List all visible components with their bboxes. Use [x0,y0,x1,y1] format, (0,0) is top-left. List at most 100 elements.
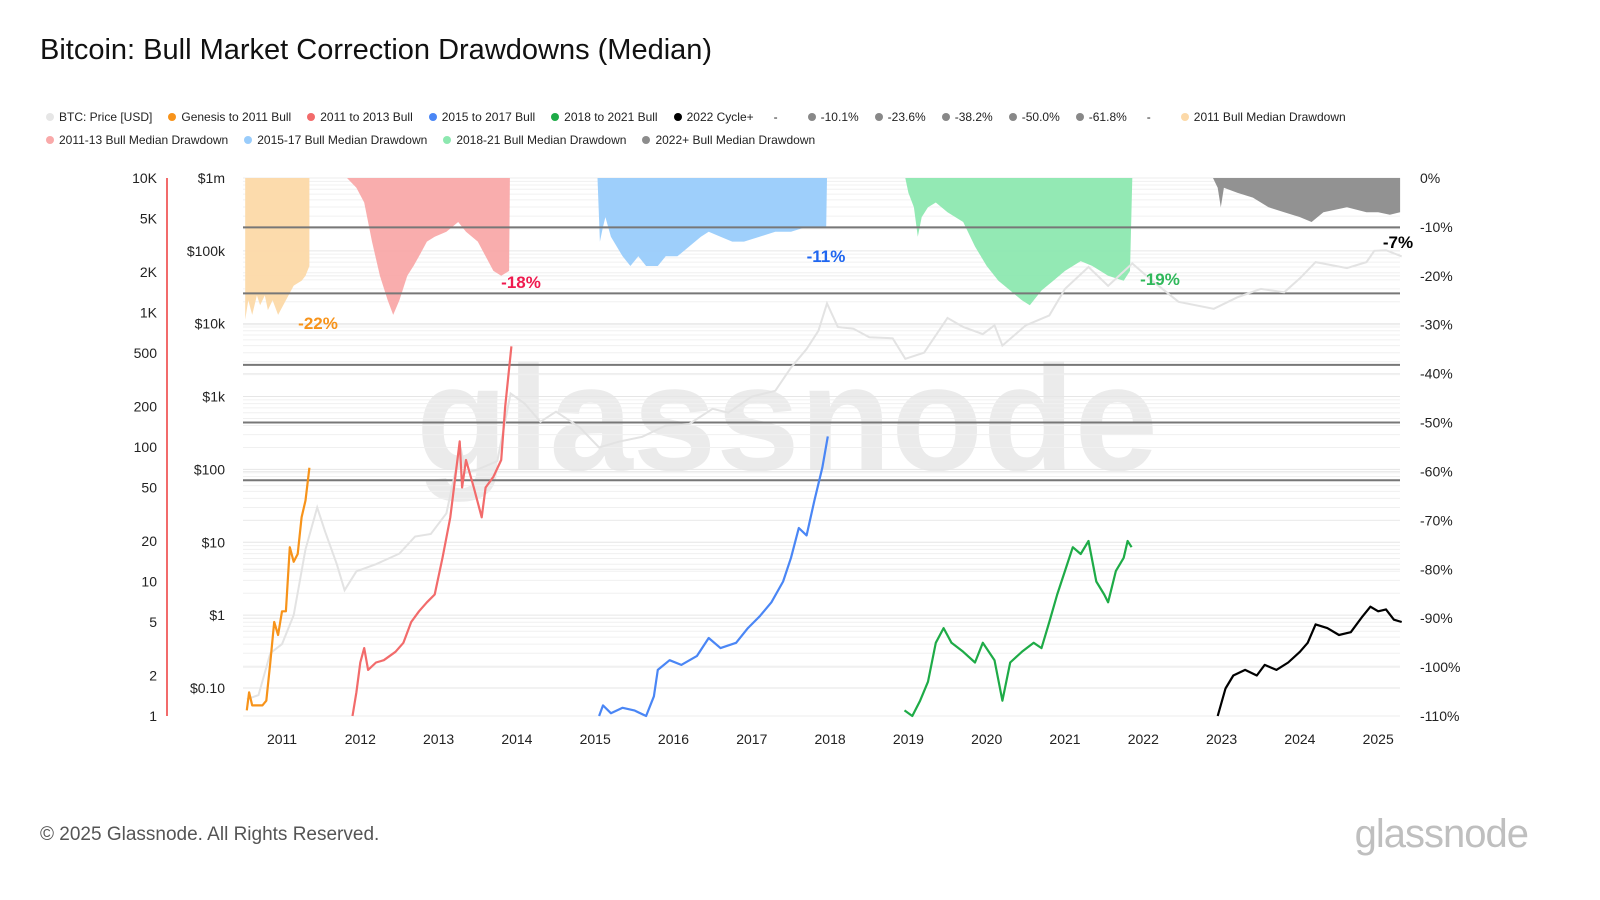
legend-label: 2018 to 2021 Bull [564,110,658,124]
x-axis-tick: 2018 [815,731,846,747]
drawdown-area-3 [597,178,827,266]
left-axis-tick: 50 [141,479,157,495]
right-axis-tick: -90% [1420,610,1453,626]
cycle-line-2 [351,346,513,717]
right-axis-tick: -40% [1420,366,1453,382]
left-axis-tick: 2K [140,264,158,280]
cycle-line-3 [598,436,829,718]
cycle-line-4 [903,539,1133,718]
legend-item[interactable]: -23.6% [874,110,926,124]
right-axis-tick: -100% [1420,659,1460,675]
chart-title: Bitcoin: Bull Market Correction Drawdown… [40,34,713,66]
legend-label: 2022 Cycle+ [686,110,754,124]
legend-item[interactable]: -38.2% [941,110,993,124]
price-axis-tick: $100 [194,461,225,477]
legend-label: 2022+ Bull Median Drawdown [655,133,816,147]
legend-dot-icon [428,113,437,121]
legend-item[interactable]: 2011-13 Bull Median Drawdown [46,133,228,147]
median-drawdown-label: -18% [501,273,541,292]
left-axis-tick: 20 [141,533,157,549]
legend-label: - [773,110,778,124]
legend-dot-icon [642,136,651,144]
legend-label: -10.1% [820,110,859,124]
legend-item[interactable]: 2022 Cycle+ [673,110,754,124]
legend-dot-icon [1075,113,1084,121]
x-axis-tick: 2025 [1363,731,1394,747]
legend-label: Genesis to 2011 Bull [181,110,292,124]
legend-row-1: BTC: Price [USD] Genesis to 2011 Bull 2011… [46,110,1362,124]
legend-item[interactable]: -61.8% [1075,110,1127,124]
legend-item[interactable]: 2018 to 2021 Bull [551,110,658,124]
legend-label: - [1146,110,1151,124]
right-axis-tick: -10% [1420,219,1453,235]
legend-item[interactable]: 2015 to 2017 Bull [428,110,536,124]
x-axis-tick: 2016 [658,731,689,747]
left-axis-tick: 5 [149,614,157,630]
x-axis-tick: 2011 [267,731,297,747]
legend-label: -38.2% [954,110,993,124]
x-axis-tick: 2013 [423,731,454,747]
left-axis-tick: 200 [134,399,158,415]
legend-item[interactable]: - [770,110,792,124]
legend-dot-icon [874,113,883,121]
price-axis-tick: $1k [202,389,226,405]
left-axis-tick: 10 [141,574,157,590]
drawdown-area-1 [245,178,310,320]
legend-dot-icon [244,136,253,144]
right-axis-tick: -80% [1420,561,1453,577]
legend-item[interactable]: 2018-21 Bull Median Drawdown [443,133,626,147]
legend-label: 2015 to 2017 Bull [441,110,536,124]
legend-dot-icon [941,113,950,121]
legend-item[interactable]: 2015-17 Bull Median Drawdown [244,133,427,147]
right-axis-tick: -50% [1420,415,1453,431]
legend-label: -50.0% [1021,110,1060,124]
left-axis-tick: 100 [134,439,158,455]
x-axis-tick: 2021 [1049,731,1080,747]
drawdown-area-4 [905,178,1133,306]
legend-label: -61.8% [1088,110,1127,124]
x-axis-tick: 2019 [893,731,924,747]
x-axis-tick: 2014 [501,731,532,747]
legend-dot-icon [807,113,816,121]
legend-item[interactable]: 2022+ Bull Median Drawdown [642,133,815,147]
legend-dot-icon [46,113,54,121]
legend-dot-icon [673,113,682,121]
brand-logo: glassnode [1354,812,1529,856]
right-axis-tick: -30% [1420,317,1453,333]
price-axis-tick: $100k [187,243,226,259]
legend-item[interactable]: Genesis to 2011 Bull [168,110,291,124]
left-axis-tick: 2 [149,668,157,684]
legend-dot-icon [168,113,177,121]
median-drawdown-label: -11% [807,247,846,266]
right-axis-tick: 0% [1420,170,1440,186]
median-drawdown-label: -22% [298,314,338,333]
x-axis-tick: 2022 [1128,731,1159,747]
legend-label: 2011 Bull Median Drawdown [1193,110,1346,124]
left-axis-tick: 10K [132,170,158,186]
legend-dot-icon [443,136,452,144]
legend-item[interactable]: 2011 Bull Median Drawdown [1180,110,1346,124]
legend-dot-icon [1008,113,1017,121]
x-axis-tick: 2017 [736,731,767,747]
legend-item[interactable]: -10.1% [807,110,859,124]
x-axis-tick: 2020 [971,731,1002,747]
cycle-line-1 [245,467,311,711]
copyright: © 2025 Glassnode. All Rights Reserved. [40,824,380,845]
legend-item[interactable]: -50.0% [1008,110,1060,124]
legend-dot-icon [1180,113,1189,121]
drawdown-area-2 [346,178,510,315]
price-axis-tick: $1 [209,607,225,623]
left-axis-tick: 500 [134,345,158,361]
legend-item[interactable]: 2011 to 2013 Bull [307,110,413,124]
legend-row-2: 2011-13 Bull Median Drawdown 2015-17 Bull… [46,133,831,147]
right-axis-tick: -110% [1420,708,1459,724]
legend-item[interactable]: - [1143,110,1165,124]
legend-item[interactable]: BTC: Price [USD] [46,110,152,124]
legend-label: BTC: Price [USD] [59,110,153,124]
left-axis-tick: 1 [149,708,157,724]
left-axis-tick: 5K [140,210,158,226]
legend-dot-icon [307,113,316,121]
right-axis-tick: -60% [1420,463,1453,479]
cycle-line-5 [1216,605,1403,717]
